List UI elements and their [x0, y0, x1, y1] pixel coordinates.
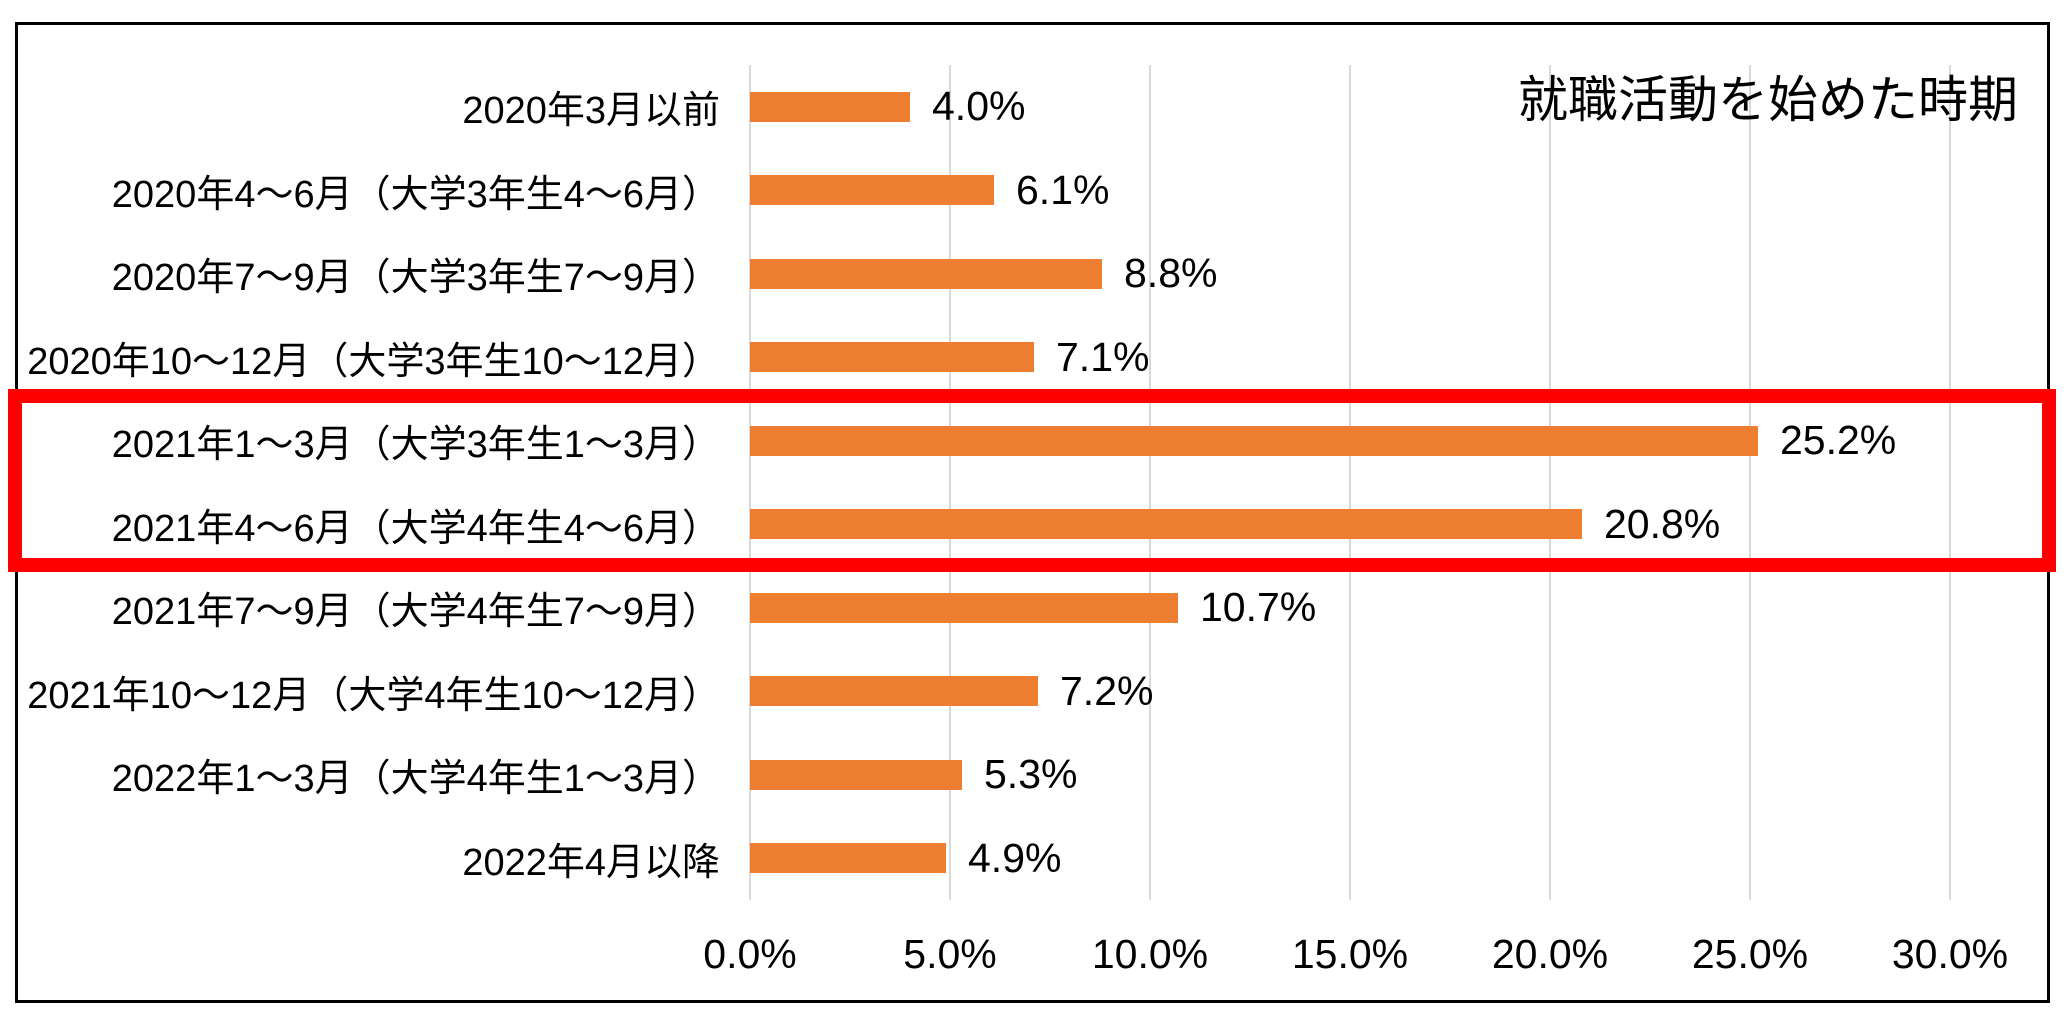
bar [750, 676, 1038, 707]
bar-value-label: 20.8% [1604, 500, 1721, 547]
bar-value-label: 4.0% [932, 83, 1026, 130]
x-axis-tick-label: 0.0% [703, 931, 797, 977]
bar-row: 2020年4～6月（大学3年生4～6月） 6.1% [0, 149, 2072, 233]
bar-row: 2020年3月以前 4.0% [0, 65, 2072, 149]
bar-value-label: 7.1% [1056, 333, 1150, 380]
bar [750, 759, 962, 790]
category-label: 2021年7～9月（大学4年生7～9月） [111, 591, 720, 634]
bar-row: 2021年10～12月（大学4年生10～12月） 7.2% [0, 650, 2072, 734]
category-label: 2020年10～12月（大学3年生10～12月） [27, 340, 720, 383]
category-label: 2020年4～6月（大学3年生4～6月） [111, 173, 720, 216]
bar [750, 91, 910, 122]
gridline [1549, 65, 1551, 900]
bar [750, 258, 1102, 289]
bar [750, 592, 1178, 623]
bar-row: 2022年1～3月（大学4年生1～3月） 5.3% [0, 733, 2072, 817]
gridline [1949, 65, 1951, 900]
bar-row: 2022年4月以降 4.9% [0, 817, 2072, 901]
bar-value-label: 7.2% [1060, 667, 1154, 714]
category-label: 2020年7～9月（大学3年生7～9月） [111, 257, 720, 300]
bar [750, 425, 1758, 456]
x-axis-tick-label: 15.0% [1291, 931, 1409, 977]
bar [750, 509, 1582, 540]
bar-value-label: 5.3% [984, 751, 1078, 798]
category-label: 2021年4～6月（大学4年生4～6月） [111, 507, 720, 550]
bar [750, 175, 994, 206]
category-label: 2022年1～3月（大学4年生1～3月） [111, 758, 720, 801]
gridline [749, 65, 751, 900]
bar-value-label: 8.8% [1124, 250, 1218, 297]
gridline [1349, 65, 1351, 900]
x-axis-tick-label: 25.0% [1691, 931, 1809, 977]
bar-row: 2021年7～9月（大学4年生7～9月） 10.7% [0, 566, 2072, 650]
category-label: 2021年1～3月（大学3年生1～3月） [111, 424, 720, 467]
bar [750, 843, 946, 874]
gridline [949, 65, 951, 900]
category-label: 2022年4月以降 [462, 841, 720, 884]
category-label: 2021年10～12月（大学4年生10～12月） [27, 674, 720, 717]
bar-value-label: 25.2% [1780, 417, 1897, 464]
gridline [1749, 65, 1751, 900]
bar-value-label: 4.9% [968, 834, 1062, 881]
bar-row: 2021年1～3月（大学3年生1～3月） 25.2% [0, 399, 2072, 483]
bar-row: 2020年7～9月（大学3年生7～9月） 8.8% [0, 232, 2072, 316]
chart-title: 就職活動を始めた時期 [1518, 72, 2018, 128]
x-axis-tick-label: 5.0% [903, 931, 997, 977]
category-label: 2020年3月以前 [462, 90, 720, 133]
bar-value-label: 10.7% [1200, 584, 1317, 631]
x-axis-tick-label: 30.0% [1891, 931, 2009, 977]
x-axis-tick-label: 20.0% [1491, 931, 1609, 977]
bar-row: 2021年4～6月（大学4年生4～6月） 20.8% [0, 483, 2072, 567]
x-axis-tick-label: 10.0% [1091, 931, 1209, 977]
bar-value-label: 6.1% [1016, 166, 1110, 213]
bar [750, 342, 1034, 373]
bar-row: 2020年10～12月（大学3年生10～12月） 7.1% [0, 316, 2072, 400]
gridline [1149, 65, 1151, 900]
